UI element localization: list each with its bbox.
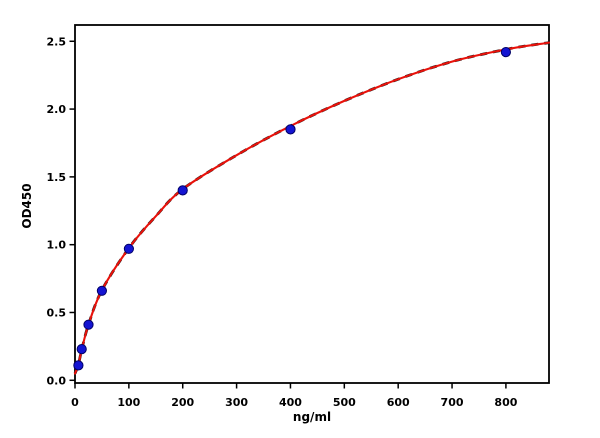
x-tick-label: 400	[279, 396, 302, 409]
x-axis-label: ng/ml	[293, 410, 331, 424]
fit-curve	[73, 41, 551, 375]
x-tick-label: 500	[333, 396, 356, 409]
data-point	[500, 47, 511, 58]
plot-border	[74, 24, 550, 384]
y-tick-label: 1.5	[47, 171, 67, 184]
x-tick-label: 100	[117, 396, 140, 409]
x-tick-label: 800	[494, 396, 517, 409]
y-axis-label: OD450	[20, 183, 34, 228]
data-point	[285, 124, 296, 135]
x-tick-label: 200	[171, 396, 194, 409]
data-point	[73, 360, 84, 371]
y-tick-label: 2.5	[47, 35, 67, 48]
x-tick-label: 300	[225, 396, 248, 409]
y-tick-label: 1.0	[47, 239, 67, 252]
y-tick-label: 2.0	[47, 103, 67, 116]
data-point	[96, 285, 108, 296]
x-tick-label: 0	[71, 396, 79, 409]
y-tick-label: 0.5	[47, 306, 67, 319]
data-point	[76, 344, 87, 355]
y-tick-label: 0.0	[47, 374, 67, 387]
fit-curve-underlay	[73, 41, 550, 375]
data-point	[177, 185, 188, 196]
data-point	[123, 243, 134, 254]
x-tick-label: 600	[387, 396, 410, 409]
x-tick-label: 700	[441, 396, 464, 409]
data-point	[83, 319, 94, 330]
